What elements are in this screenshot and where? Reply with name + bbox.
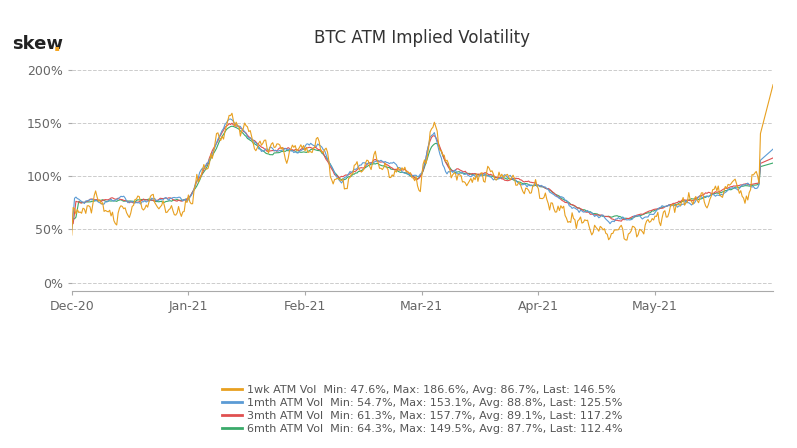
Title: BTC ATM Implied Volatility: BTC ATM Implied Volatility bbox=[314, 29, 531, 47]
Text: skew: skew bbox=[12, 35, 63, 53]
Legend: 1wk ATM Vol  Min: 47.6%, Max: 186.6%, Avg: 86.7%, Last: 146.5%, 1mth ATM Vol  Mi: 1wk ATM Vol Min: 47.6%, Max: 186.6%, Avg… bbox=[218, 381, 627, 438]
Text: .: . bbox=[53, 35, 61, 55]
